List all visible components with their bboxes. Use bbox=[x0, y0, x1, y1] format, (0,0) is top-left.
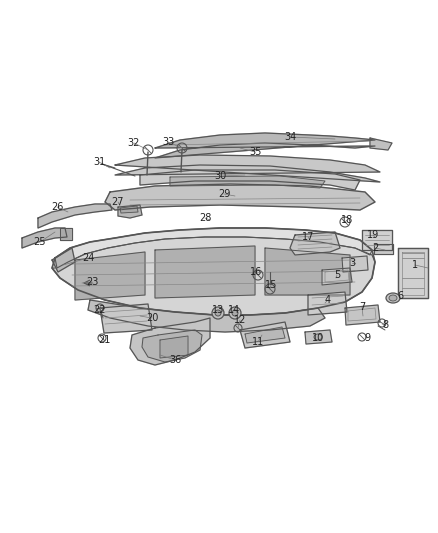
Text: 29: 29 bbox=[218, 189, 230, 199]
Polygon shape bbox=[120, 206, 138, 213]
Text: 34: 34 bbox=[284, 132, 296, 142]
Polygon shape bbox=[342, 256, 368, 272]
Text: 17: 17 bbox=[302, 232, 314, 242]
Polygon shape bbox=[305, 330, 332, 344]
Text: 31: 31 bbox=[93, 157, 105, 167]
Polygon shape bbox=[52, 237, 375, 315]
Polygon shape bbox=[52, 248, 75, 272]
Text: 21: 21 bbox=[98, 335, 110, 345]
Text: 9: 9 bbox=[364, 333, 370, 343]
Text: 10: 10 bbox=[312, 333, 324, 343]
Text: 32: 32 bbox=[128, 138, 140, 148]
Polygon shape bbox=[52, 228, 375, 315]
Polygon shape bbox=[75, 252, 145, 300]
Polygon shape bbox=[142, 330, 202, 362]
Text: 8: 8 bbox=[382, 320, 388, 330]
Text: 5: 5 bbox=[334, 270, 340, 280]
Text: 20: 20 bbox=[146, 313, 158, 323]
Text: 24: 24 bbox=[82, 253, 94, 263]
Text: 4: 4 bbox=[325, 295, 331, 305]
Text: 15: 15 bbox=[265, 280, 277, 290]
Polygon shape bbox=[240, 322, 290, 348]
Polygon shape bbox=[38, 204, 112, 228]
Text: 27: 27 bbox=[112, 197, 124, 207]
Polygon shape bbox=[55, 228, 372, 268]
Polygon shape bbox=[118, 205, 142, 218]
Text: 25: 25 bbox=[34, 237, 46, 247]
Text: 30: 30 bbox=[214, 171, 226, 181]
Ellipse shape bbox=[212, 307, 224, 319]
Text: 19: 19 bbox=[367, 230, 379, 240]
Text: 26: 26 bbox=[51, 202, 63, 212]
Polygon shape bbox=[115, 155, 380, 182]
Ellipse shape bbox=[229, 307, 241, 319]
Polygon shape bbox=[308, 292, 347, 315]
Polygon shape bbox=[345, 305, 380, 325]
Text: 7: 7 bbox=[359, 302, 365, 312]
Polygon shape bbox=[100, 304, 152, 333]
Text: 33: 33 bbox=[162, 137, 174, 147]
Text: 16: 16 bbox=[250, 267, 262, 277]
Text: 3: 3 bbox=[349, 258, 355, 268]
Polygon shape bbox=[398, 248, 428, 298]
Polygon shape bbox=[130, 318, 210, 365]
Text: 1: 1 bbox=[412, 260, 418, 270]
Polygon shape bbox=[245, 327, 285, 343]
Polygon shape bbox=[88, 300, 325, 332]
Text: 12: 12 bbox=[234, 315, 246, 325]
Text: 14: 14 bbox=[228, 305, 240, 315]
Polygon shape bbox=[155, 133, 375, 158]
Polygon shape bbox=[265, 248, 350, 295]
Polygon shape bbox=[140, 170, 360, 190]
Polygon shape bbox=[290, 232, 340, 255]
Text: 36: 36 bbox=[169, 355, 181, 365]
Text: 35: 35 bbox=[249, 147, 261, 157]
Ellipse shape bbox=[389, 295, 397, 301]
Ellipse shape bbox=[215, 310, 221, 316]
Text: 22: 22 bbox=[94, 305, 106, 315]
Polygon shape bbox=[105, 184, 375, 210]
Text: 23: 23 bbox=[86, 277, 98, 287]
Text: 28: 28 bbox=[199, 213, 211, 223]
Polygon shape bbox=[362, 230, 392, 250]
Polygon shape bbox=[160, 336, 188, 358]
Text: 11: 11 bbox=[252, 337, 264, 347]
Ellipse shape bbox=[314, 334, 322, 340]
Text: 2: 2 bbox=[372, 243, 378, 253]
Polygon shape bbox=[170, 176, 325, 188]
Text: 6: 6 bbox=[397, 291, 403, 301]
Polygon shape bbox=[155, 246, 255, 298]
Polygon shape bbox=[60, 228, 72, 240]
Ellipse shape bbox=[386, 293, 400, 303]
Text: 13: 13 bbox=[212, 305, 224, 315]
Polygon shape bbox=[322, 268, 352, 285]
Ellipse shape bbox=[232, 310, 238, 316]
Polygon shape bbox=[374, 244, 393, 254]
Text: 18: 18 bbox=[341, 215, 353, 225]
Polygon shape bbox=[370, 138, 392, 150]
Polygon shape bbox=[22, 228, 67, 248]
